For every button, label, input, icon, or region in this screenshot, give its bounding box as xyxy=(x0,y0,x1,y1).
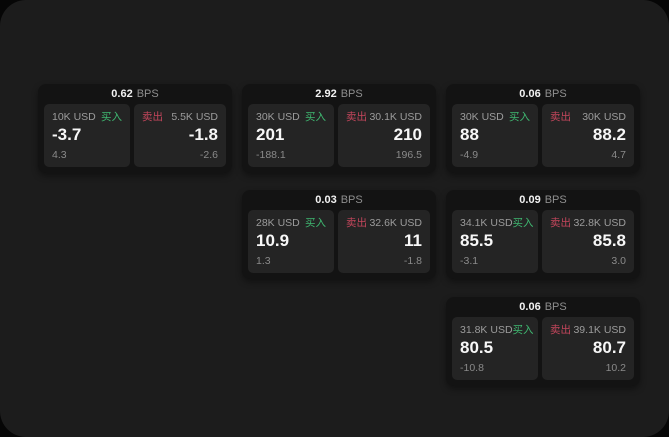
sell-panel[interactable]: 卖出 39.1K USD 80.7 10.2 xyxy=(542,317,634,380)
sell-price: -1.8 xyxy=(188,125,218,144)
quote-card-2[interactable]: 2.92 BPS 30K USD 买入 201 -188.1 卖出 30.1K … xyxy=(242,84,436,173)
buy-label: 买入 xyxy=(101,111,122,123)
buy-amount: 10K USD xyxy=(52,111,96,123)
buy-panel[interactable]: 31.8K USD 买入 80.5 -10.8 xyxy=(452,317,538,380)
buy-label: 买入 xyxy=(509,111,530,123)
sell-amount: 32.8K USD xyxy=(573,217,626,229)
sell-price: 88.2 xyxy=(592,125,626,144)
sell-change: 3.0 xyxy=(611,255,626,267)
sell-price: 85.8 xyxy=(592,231,626,250)
sell-panel[interactable]: 卖出 32.6K USD 11 -1.8 xyxy=(338,210,430,273)
sell-label: 卖出 xyxy=(550,217,571,229)
buy-change: -188.1 xyxy=(256,149,286,161)
bps-unit: BPS xyxy=(544,194,567,206)
sell-change: 4.7 xyxy=(611,149,626,161)
card-body: 34.1K USD 买入 85.5 -3.1 卖出 32.8K USD 85.8… xyxy=(452,210,634,273)
buy-amount: 30K USD xyxy=(256,111,300,123)
bps-value: 0.06 xyxy=(519,88,541,100)
sell-label: 卖出 xyxy=(346,111,367,123)
bps-unit: BPS xyxy=(136,88,159,100)
card-body: 31.8K USD 买入 80.5 -10.8 卖出 39.1K USD 80.… xyxy=(452,317,634,380)
bps-value: 0.62 xyxy=(111,88,133,100)
sell-change: -1.8 xyxy=(403,255,422,267)
bps-header: 0.09 BPS xyxy=(452,190,634,210)
card-body: 30K USD 买入 201 -188.1 卖出 30.1K USD 210 1… xyxy=(248,104,430,167)
card-body: 28K USD 买入 10.9 1.3 卖出 32.6K USD 11 -1.8 xyxy=(248,210,430,273)
bps-unit: BPS xyxy=(340,88,363,100)
sell-amount: 30.1K USD xyxy=(369,111,422,123)
sell-label: 卖出 xyxy=(550,111,571,123)
bps-header: 2.92 BPS xyxy=(248,84,430,104)
buy-panel[interactable]: 28K USD 买入 10.9 1.3 xyxy=(248,210,334,273)
buy-change: 1.3 xyxy=(256,255,271,267)
quote-card-1[interactable]: 0.62 BPS 10K USD 买入 -3.7 4.3 卖出 5.5K USD xyxy=(38,84,232,173)
card-body: 30K USD 买入 88 -4.9 卖出 30K USD 88.2 4.7 xyxy=(452,104,634,167)
sell-amount: 39.1K USD xyxy=(573,324,626,336)
bps-unit: BPS xyxy=(544,301,567,313)
buy-price: 80.5 xyxy=(460,338,494,357)
sell-change: -2.6 xyxy=(199,149,218,161)
sell-price: 11 xyxy=(404,231,422,250)
sell-label: 卖出 xyxy=(142,111,163,123)
buy-panel[interactable]: 10K USD 买入 -3.7 4.3 xyxy=(44,104,130,167)
sell-panel[interactable]: 卖出 5.5K USD -1.8 -2.6 xyxy=(134,104,226,167)
buy-price: 201 xyxy=(256,125,285,144)
buy-price: 88 xyxy=(460,125,479,144)
bps-unit: BPS xyxy=(340,194,363,206)
sell-change: 10.2 xyxy=(605,362,626,374)
sell-amount: 5.5K USD xyxy=(171,111,218,123)
sell-panel[interactable]: 卖出 30K USD 88.2 4.7 xyxy=(542,104,634,167)
buy-panel[interactable]: 30K USD 买入 88 -4.9 xyxy=(452,104,538,167)
buy-label: 买入 xyxy=(305,111,326,123)
buy-amount: 30K USD xyxy=(460,111,504,123)
sell-panel[interactable]: 卖出 30.1K USD 210 196.5 xyxy=(338,104,430,167)
sell-price: 80.7 xyxy=(592,338,626,357)
quote-card-4[interactable]: 0.03 BPS 28K USD 买入 10.9 1.3 卖出 32.6K US… xyxy=(242,190,436,279)
buy-panel[interactable]: 30K USD 买入 201 -188.1 xyxy=(248,104,334,167)
buy-price: 10.9 xyxy=(256,231,290,250)
sell-change: 196.5 xyxy=(395,149,422,161)
buy-amount: 28K USD xyxy=(256,217,300,229)
buy-amount: 31.8K USD xyxy=(460,324,513,336)
buy-amount: 34.1K USD xyxy=(460,217,513,229)
buy-label: 买入 xyxy=(305,217,326,229)
buy-change: 4.3 xyxy=(52,149,67,161)
buy-label: 买入 xyxy=(512,324,534,336)
buy-change: -3.1 xyxy=(460,255,479,267)
bps-header: 0.06 BPS xyxy=(452,297,634,317)
bps-value: 0.09 xyxy=(519,194,541,206)
bps-unit: BPS xyxy=(544,88,567,100)
bps-value: 0.06 xyxy=(519,301,541,313)
bps-value: 0.03 xyxy=(315,194,337,206)
bps-value: 2.92 xyxy=(315,88,337,100)
quote-card-6[interactable]: 0.06 BPS 31.8K USD 买入 80.5 -10.8 卖出 39.1… xyxy=(446,297,640,386)
quote-card-3[interactable]: 0.06 BPS 30K USD 买入 88 -4.9 卖出 30K USD xyxy=(446,84,640,173)
bps-header: 0.03 BPS xyxy=(248,190,430,210)
sell-label: 卖出 xyxy=(346,217,367,229)
sell-amount: 30K USD xyxy=(582,111,626,123)
buy-price: -3.7 xyxy=(52,125,82,144)
buy-panel[interactable]: 34.1K USD 买入 85.5 -3.1 xyxy=(452,210,538,273)
buy-label: 买入 xyxy=(512,217,534,229)
buy-change: -10.8 xyxy=(460,362,484,374)
buy-price: 85.5 xyxy=(460,231,494,250)
sell-price: 210 xyxy=(393,125,422,144)
quote-card-5[interactable]: 0.09 BPS 34.1K USD 买入 85.5 -3.1 卖出 32.8K… xyxy=(446,190,640,279)
sell-panel[interactable]: 卖出 32.8K USD 85.8 3.0 xyxy=(542,210,634,273)
bps-header: 0.06 BPS xyxy=(452,84,634,104)
buy-change: -4.9 xyxy=(460,149,479,161)
sell-label: 卖出 xyxy=(550,324,571,336)
bps-header: 0.62 BPS xyxy=(44,84,226,104)
card-body: 10K USD 买入 -3.7 4.3 卖出 5.5K USD -1.8 -2.… xyxy=(44,104,226,167)
sell-amount: 32.6K USD xyxy=(369,217,422,229)
